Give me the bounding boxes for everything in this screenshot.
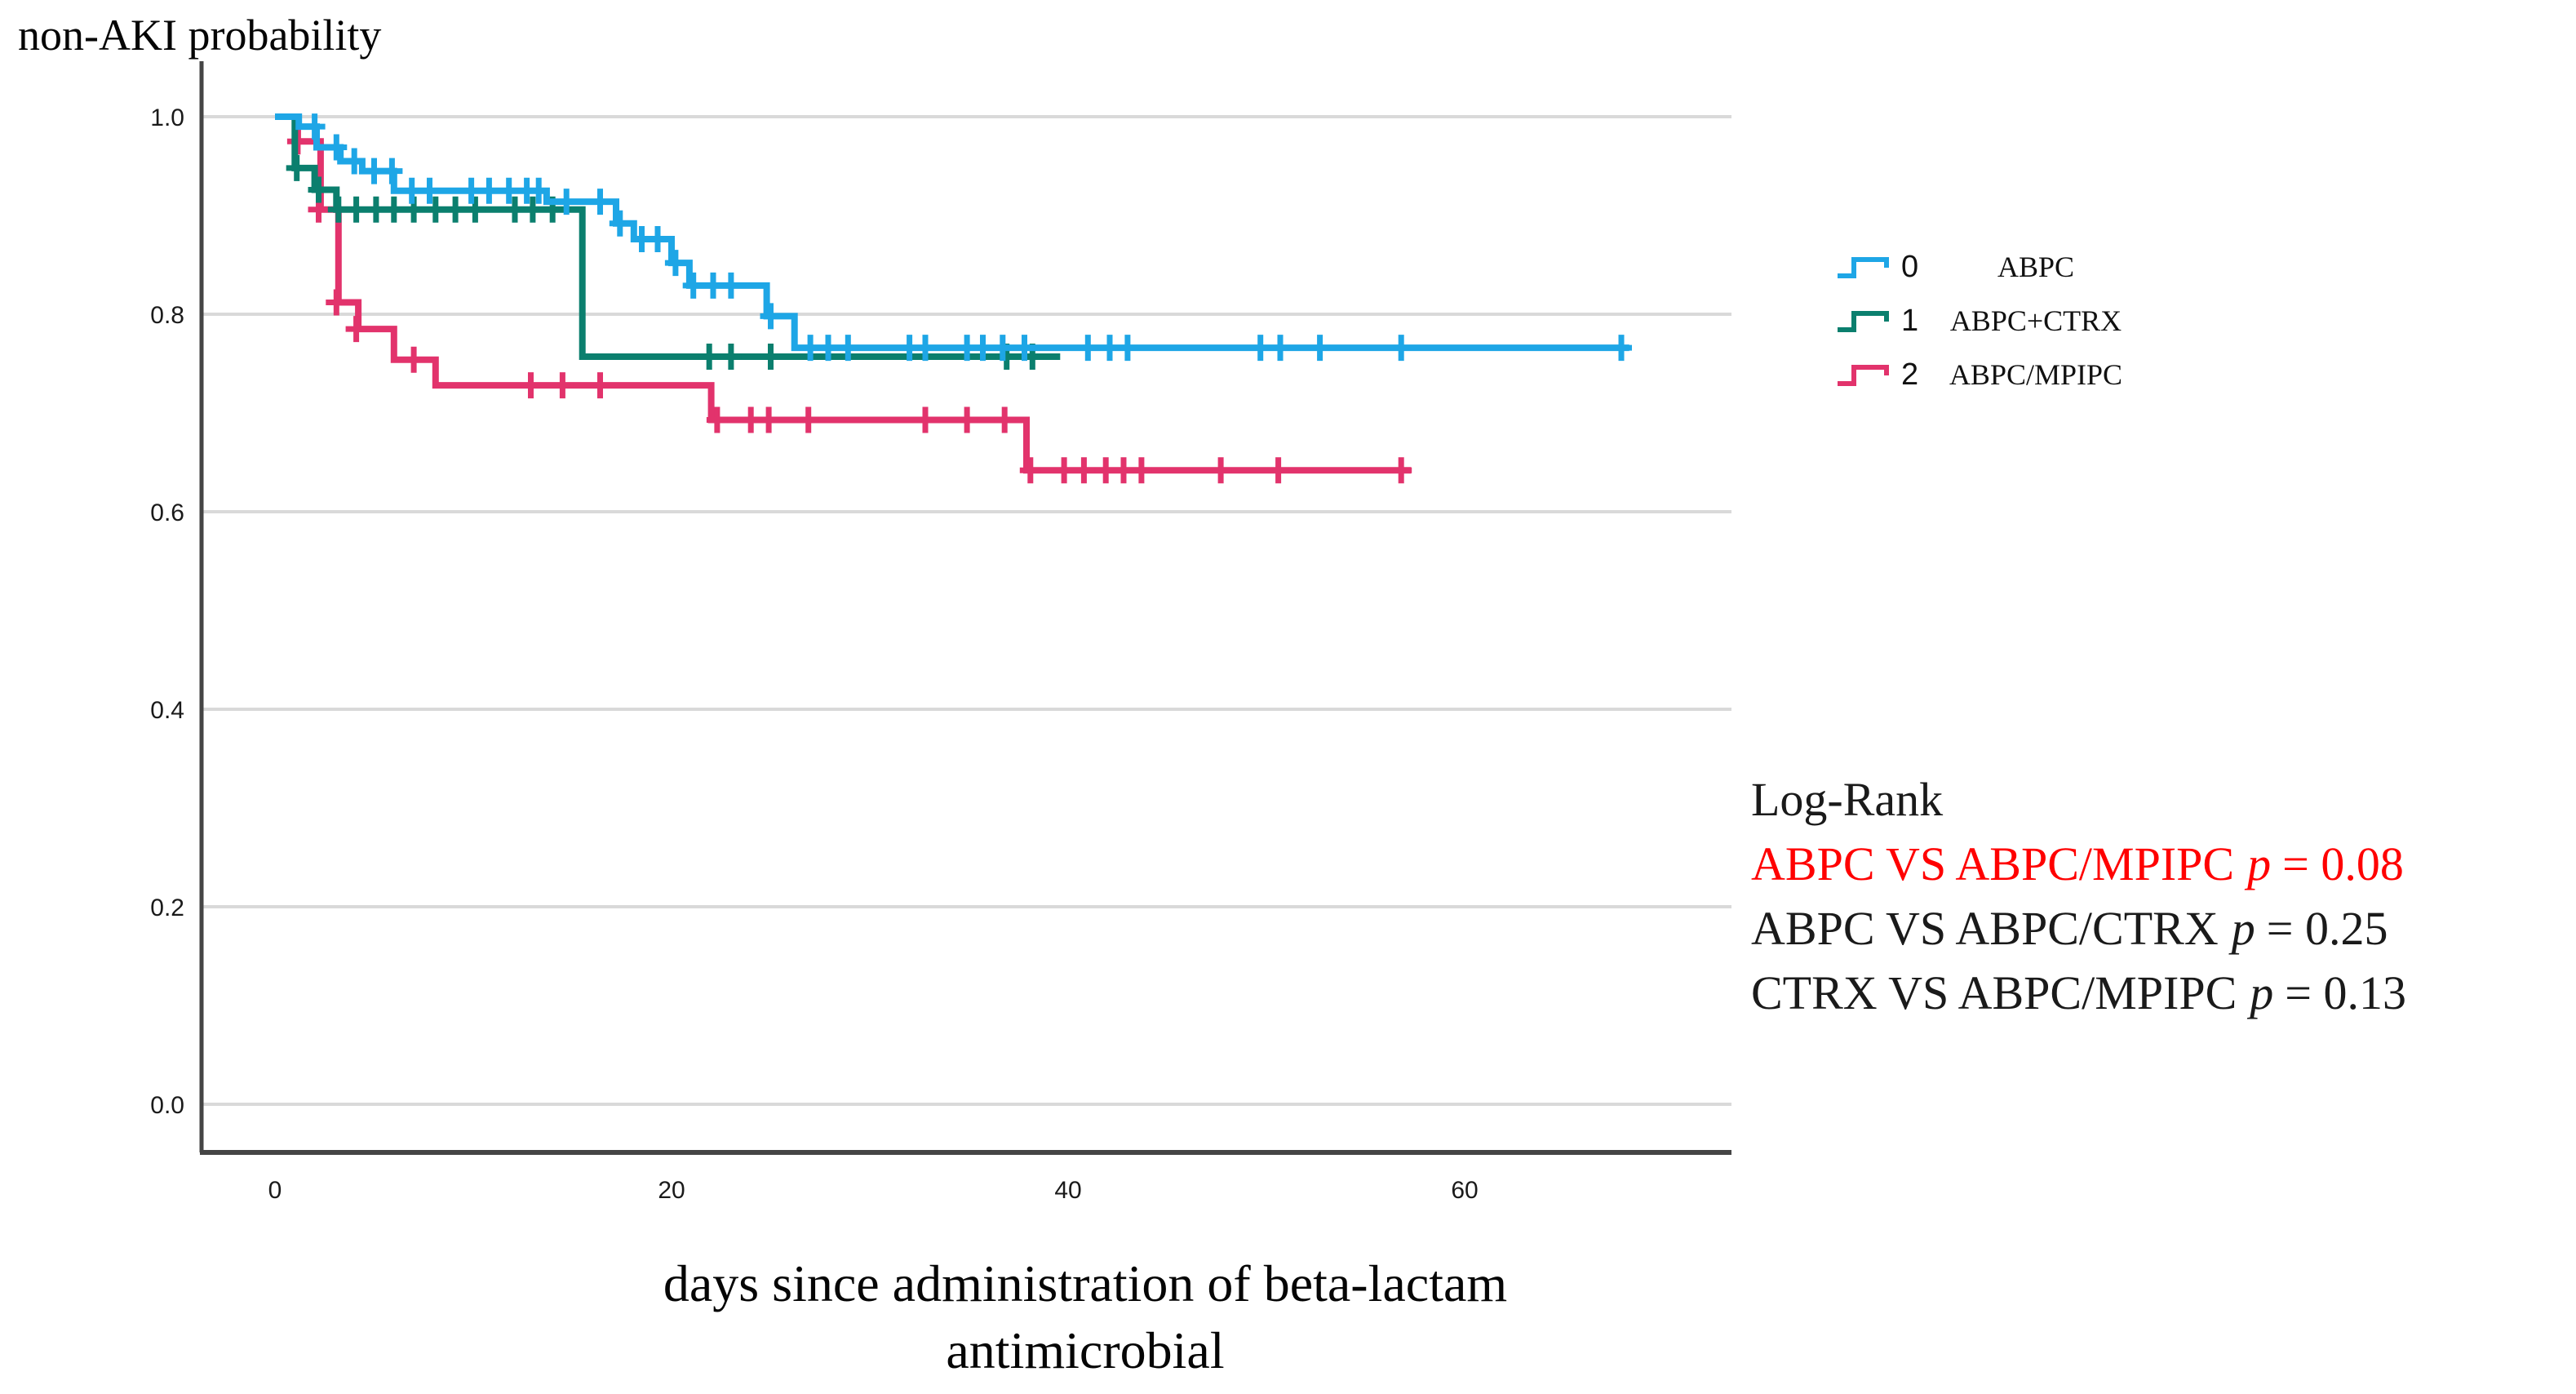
- step-line-icon: [1838, 365, 1889, 386]
- legend-label: ABPC+CTRX: [1949, 304, 2122, 337]
- series-censor-marks-ABPC+CTRX: [286, 154, 1044, 370]
- legend-label: ABPC/MPIPC: [1949, 358, 2123, 391]
- x-axis-title-line1: days since administration of beta-lactam: [663, 1254, 1508, 1312]
- p-value: = 0.25: [2266, 902, 2388, 955]
- log-rank-heading: Log-Rank: [1751, 773, 1944, 826]
- gridlines-layer: [202, 115, 1731, 1106]
- y-tick-label: 1.0: [150, 104, 184, 131]
- y-tick-label: 0.6: [150, 499, 184, 526]
- series-censor-marks-ABPC: [304, 113, 1632, 362]
- comparison-pair: ABPC VS ABPC/CTRX: [1751, 902, 2219, 955]
- step-line-icon: [1838, 311, 1889, 332]
- p-symbol: p: [2231, 902, 2255, 955]
- y-tick-label: 0.2: [150, 895, 184, 921]
- p-symbol: p: [2250, 966, 2274, 1019]
- y-tick-label: 0.4: [150, 697, 184, 724]
- legend-item-abpc-ctrx: 1 ABPC+CTRX: [1834, 294, 2138, 348]
- legend-code: 1: [1901, 303, 1919, 338]
- legend-line-swatch: [1838, 311, 1889, 332]
- legend: 0 ABPC 1 ABPC+CTRX 2 ABPC/MPIPC: [1834, 240, 2138, 402]
- x-tick-label: 0: [268, 1177, 282, 1204]
- x-tick-label: 40: [1054, 1177, 1081, 1204]
- p-symbol: p: [2247, 837, 2272, 890]
- chart-title: non-AKI probability: [18, 11, 382, 60]
- y-tick-label: 0.0: [150, 1092, 184, 1119]
- series-layer: [275, 113, 1632, 484]
- y-tick-label: 0.8: [150, 302, 184, 329]
- tick-labels-layer: 1.0 0.8 0.6 0.4 0.2 0.0 0 20 40 60: [150, 104, 1478, 1204]
- x-axis-title-line2: antimicrobial: [946, 1321, 1225, 1379]
- comparison-pair: ABPC VS ABPC/MPIPC: [1751, 837, 2235, 890]
- x-tick-label: 60: [1451, 1177, 1478, 1204]
- series-line-ABPC: [275, 113, 1629, 352]
- log-rank-comparison: ABPC VS ABPC/CTRX p = 0.25: [1751, 896, 2406, 961]
- series-censor-marks-ABPC/MPIPC: [286, 128, 1412, 484]
- legend-item-abpc: 0 ABPC: [1834, 240, 2138, 294]
- comparison-pair: CTRX VS ABPC/MPIPC: [1751, 966, 2237, 1019]
- log-rank-comparison: ABPC VS ABPC/MPIPC p = 0.08: [1751, 832, 2406, 896]
- log-rank-comparison: CTRX VS ABPC/MPIPC p = 0.13: [1751, 961, 2406, 1025]
- legend-line-swatch: [1838, 257, 1889, 278]
- legend-label: ABPC: [1997, 251, 2075, 283]
- p-value: = 0.08: [2282, 837, 2404, 890]
- legend-item-abpc-mpipc: 2 ABPC/MPIPC: [1834, 348, 2138, 402]
- x-axis-title: days since administration of beta-lactam…: [514, 1250, 1656, 1384]
- legend-line-swatch: [1838, 365, 1889, 386]
- legend-code: 0: [1901, 249, 1919, 284]
- legend-code: 2: [1901, 357, 1919, 392]
- series-line-ABPC/MPIPC: [275, 113, 1412, 474]
- step-line-icon: [1838, 257, 1889, 278]
- log-rank-annotation: Log-Rank ABPC VS ABPC/MPIPC p = 0.08 ABPC …: [1751, 767, 2406, 1025]
- p-value: = 0.13: [2285, 966, 2407, 1019]
- x-tick-label: 20: [658, 1177, 685, 1204]
